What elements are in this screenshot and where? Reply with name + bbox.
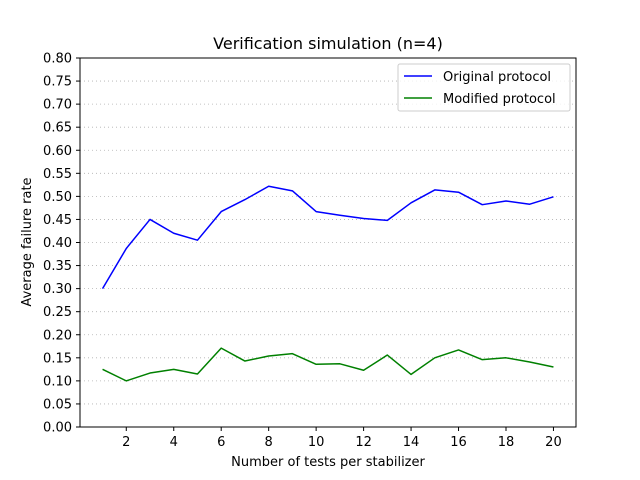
x-tick-label: 14 bbox=[403, 435, 420, 450]
y-tick-label: 0.55 bbox=[43, 167, 72, 182]
legend-label-modified: Modified protocol bbox=[443, 92, 556, 107]
x-tick-label: 4 bbox=[170, 435, 178, 450]
y-tick-label: 0.45 bbox=[43, 213, 72, 228]
y-tick-label: 0.50 bbox=[43, 190, 72, 205]
x-axis-label: Number of tests per stabilizer bbox=[231, 455, 425, 470]
y-axis-label: Average failure rate bbox=[20, 177, 35, 306]
x-tick-label: 6 bbox=[217, 435, 225, 450]
series-line-modified-protocol bbox=[102, 347, 554, 382]
y-tick-label: 0.80 bbox=[43, 52, 72, 67]
y-tick-label: 0.40 bbox=[43, 236, 72, 251]
x-tick-label: 8 bbox=[265, 435, 273, 450]
y-tick-label: 0.00 bbox=[43, 421, 72, 436]
y-tick-label: 0.35 bbox=[43, 259, 72, 274]
y-tick-label: 0.10 bbox=[43, 374, 72, 389]
y-tick-label: 0.65 bbox=[43, 121, 72, 136]
y-tick-label: 0.30 bbox=[43, 282, 72, 297]
y-tick-label: 0.70 bbox=[43, 98, 72, 113]
y-tick-label: 0.25 bbox=[43, 305, 72, 320]
x-tick-label: 12 bbox=[355, 435, 372, 450]
y-tick-label: 0.60 bbox=[43, 144, 72, 159]
x-tick-label: 20 bbox=[545, 435, 562, 450]
y-tick-label: 0.20 bbox=[43, 328, 72, 343]
legend-box bbox=[397, 63, 571, 112]
y-tick-label: 0.05 bbox=[43, 397, 72, 412]
y-tick-label: 0.15 bbox=[43, 351, 72, 366]
x-tick-label: 10 bbox=[308, 435, 325, 450]
legend-label-original: Original protocol bbox=[443, 70, 551, 85]
series-line-original-protocol bbox=[101, 185, 554, 290]
x-tick-label: 18 bbox=[498, 435, 515, 450]
legend: Original protocol Modified protocol bbox=[397, 63, 571, 112]
x-tick-label: 2 bbox=[122, 435, 130, 450]
y-tick-label: 0.75 bbox=[43, 75, 72, 90]
x-tick-label: 16 bbox=[450, 435, 467, 450]
chart-title: Verification simulation (n=4) bbox=[213, 34, 443, 53]
axis-ticks: 0.00 0.05 0.10 0.15 0.20 0.25 0.30 0.35 0.40 0.45… bbox=[43, 52, 562, 451]
series-lines bbox=[101, 185, 554, 382]
